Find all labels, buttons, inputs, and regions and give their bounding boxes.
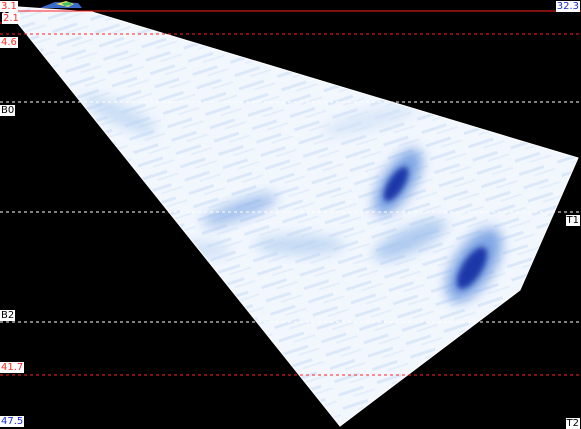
depth-label-top-right: 32.3 [555, 1, 580, 12]
surface-echo [40, 1, 82, 8]
depth-label-bottom-left: 47.5 [0, 416, 25, 427]
echo-strong-core [456, 246, 488, 290]
echo-faint [373, 219, 447, 261]
gate-label-4-6: 4.6 [0, 37, 18, 48]
gate-label-41-7: 41.7 [0, 362, 25, 373]
echo-faint [255, 235, 345, 255]
echo-faint [202, 193, 278, 227]
echo-faint [321, 104, 419, 136]
depth-label-top-left: 3.1 [0, 1, 18, 12]
gate-label-t2: T2 [565, 418, 580, 429]
scan-wedge [2, 5, 579, 427]
gate-label-b0: B0 [0, 105, 16, 116]
echo-faint [83, 95, 157, 135]
gate-label-b2: B2 [0, 310, 16, 321]
echo-strong-core [383, 166, 409, 202]
gate-label-2-1: 2.1 [2, 13, 20, 24]
echo-faint [170, 242, 230, 258]
gate-label-t1: T1 [565, 215, 580, 226]
